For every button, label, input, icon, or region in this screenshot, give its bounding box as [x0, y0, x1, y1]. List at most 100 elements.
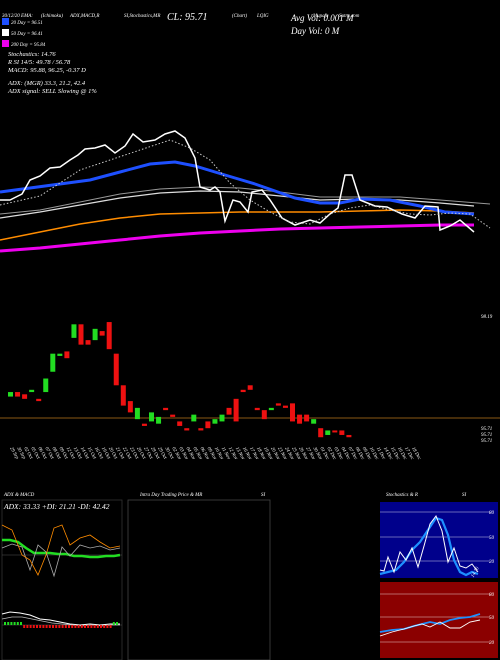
candle [240, 389, 246, 393]
ema-200-line [0, 223, 474, 253]
macd-histogram-bar [106, 625, 109, 628]
legend-swatch-200 [2, 40, 9, 47]
intraday-frame [127, 499, 271, 660]
date-tick-label: 07 Dec [347, 447, 359, 462]
candle [50, 353, 56, 372]
adx-panel-title: ADX & MACD [3, 493, 35, 498]
date-tick-label: 06 Nov [199, 447, 211, 462]
date-tick-label: 13 Oct [72, 447, 83, 461]
macd-histogram-bar [58, 625, 61, 628]
macd-histogram-bar [48, 625, 51, 628]
header-line: Sutra.com [339, 14, 360, 19]
candle [156, 416, 162, 424]
candle [64, 351, 70, 359]
price-line [0, 130, 475, 233]
candle [177, 421, 183, 426]
macd-histogram-bar [84, 625, 86, 628]
macd-histogram-bar [55, 625, 58, 628]
candle [191, 414, 197, 422]
stoch-tick-20: 20 [489, 560, 495, 565]
date-tick-label: 30 Oct [163, 447, 174, 461]
adx-readout: ADX: (MGR) 33.3, 21.2, 42.4 [7, 80, 86, 87]
date-tick-label: 04 Nov [185, 447, 197, 462]
date-tick-label: 20 Oct [107, 447, 118, 461]
candle [106, 322, 112, 350]
ema-long-orange [0, 209, 475, 241]
date-tick-label: 12 Oct [65, 447, 76, 461]
macd-histogram-bar [32, 625, 35, 628]
date-tick-label: 10 Nov [213, 447, 225, 462]
rsi-line [379, 613, 481, 633]
ichimoku-dotted-line [0, 139, 491, 229]
macd-histogram-bar [4, 622, 6, 625]
candle [261, 410, 267, 420]
stochastics-readout: Stochastics: 14.76 [8, 51, 56, 58]
macd-readout: MACD: 95.88, 96.25, -0.37 D [7, 67, 86, 74]
price-label-low2: 95.71 [481, 439, 492, 444]
macd-line [1, 611, 120, 626]
header-line: Munafa [312, 14, 329, 19]
stoch-k-line [379, 516, 479, 577]
date-tick-label: 23 Oct [128, 447, 139, 461]
macd-histogram-bar [109, 625, 112, 628]
legend-swatch-20 [2, 18, 9, 25]
stoch-background [380, 502, 498, 578]
candle [311, 419, 317, 424]
date-tick-label: 14 Dec [382, 447, 394, 462]
day-volume: Day Vol: 0 M [290, 26, 340, 36]
macd-histogram-bar [26, 625, 29, 628]
adx-panel-frame [1, 499, 123, 660]
candle [226, 407, 232, 415]
candles [8, 322, 352, 438]
macd-histogram-bar [20, 622, 22, 625]
date-tick-label: 13 Nov [234, 447, 246, 462]
header-line: (Chart) [232, 14, 247, 19]
macd-histogram-bar [7, 622, 10, 625]
legend-swatch-50 [2, 29, 9, 36]
ema-legend: 20 Day = 96.51 50 Day = 96.41 200 Day = … [2, 18, 46, 48]
date-tick-label: 10 Dec [368, 447, 380, 462]
macd-histogram-bar [42, 625, 45, 628]
date-tick-label: 03 Nov [177, 447, 189, 462]
candle [29, 389, 35, 393]
date-tick-label: 06 Oct [36, 447, 47, 461]
header-line: 30/12/20 EMA: [2, 14, 33, 19]
candle [247, 385, 253, 390]
rsi-tick-50: 50 [489, 616, 495, 621]
stoch-si-label: SI [462, 493, 467, 498]
date-tick-label: 28 Oct [149, 447, 160, 461]
macd-histogram-bar [13, 622, 16, 625]
date-tick-label: 09 Dec [361, 447, 373, 462]
macd-histogram-bar [77, 625, 80, 628]
candle [43, 378, 49, 393]
candle [233, 398, 239, 422]
macd-histogram-bar [45, 625, 48, 628]
candle [318, 428, 324, 438]
header-line: ADX,MACD,R [69, 14, 99, 19]
stoch-last-value: 14.76 [471, 566, 481, 579]
candle [346, 434, 352, 438]
macd-histogram-bar [96, 625, 99, 628]
date-tick-label: 21 Oct [114, 447, 125, 461]
ema-50-white-line [0, 190, 475, 219]
date-tick-label: 27 Oct [142, 447, 153, 461]
candle [184, 428, 190, 431]
candle [113, 353, 119, 386]
legend-20-day: 20 Day = 96.51 [11, 21, 43, 26]
candle [332, 430, 338, 433]
macd-histogram-bar [87, 625, 90, 628]
date-tick-label: 29 Sep [8, 447, 19, 461]
date-tick-label: 01 Dec [318, 447, 330, 462]
header-line: SI,Stochastics,MR [124, 14, 160, 19]
date-tick-label: 09 Nov [206, 447, 218, 462]
candle [120, 385, 126, 406]
date-tick-label: 02 Nov [170, 447, 182, 462]
macd-histogram-bar [68, 625, 70, 628]
legend-50-day: 50 Day = 96.41 [11, 32, 43, 37]
date-tick-label: 29 Oct [156, 447, 167, 461]
macd-histogram-bar [90, 625, 93, 628]
candle [15, 392, 21, 397]
candle [134, 407, 140, 420]
date-tick-label: 30 Sep [15, 447, 26, 461]
